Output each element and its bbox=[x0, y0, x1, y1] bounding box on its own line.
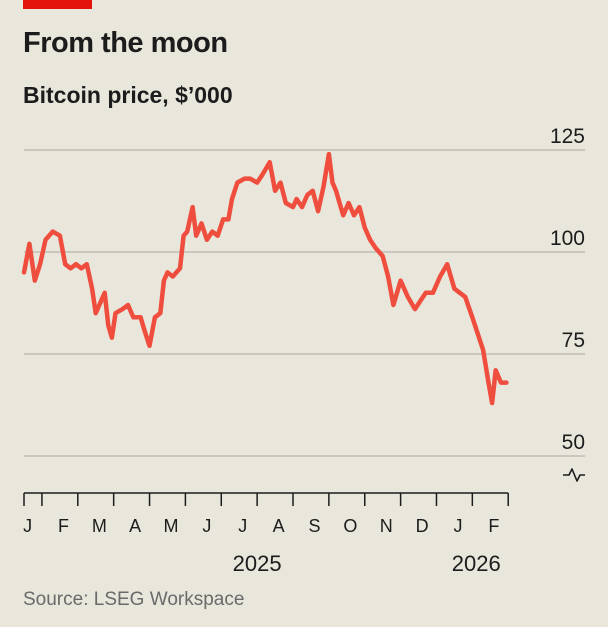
x-tick-label-J-6: J bbox=[238, 516, 247, 536]
x-year-label-2026: 2026 bbox=[452, 551, 501, 576]
y-tick-label-125: 125 bbox=[550, 125, 585, 148]
x-tick-label-O-9: O bbox=[343, 516, 357, 536]
axis-break-icon bbox=[563, 468, 585, 482]
x-tick-label-F-1: F bbox=[58, 516, 69, 536]
x-tick-label-A-7: A bbox=[273, 516, 285, 536]
x-axis: J F M A M J J A S O N D J F 2025 2026 bbox=[23, 492, 509, 576]
x-tick-label-J-12: J bbox=[453, 516, 462, 536]
source-note: Source: LSEG Workspace bbox=[23, 589, 245, 610]
gridlines bbox=[24, 149, 585, 457]
y-tick-label-75: 75 bbox=[562, 329, 585, 352]
series-line-0 bbox=[21, 151, 509, 406]
x-year-label-2025: 2025 bbox=[233, 551, 282, 576]
x-tick-label-S-8: S bbox=[309, 516, 321, 536]
x-tick-label-D-11: D bbox=[416, 516, 429, 536]
x-tick-label-F-13: F bbox=[488, 516, 499, 536]
axis-break bbox=[563, 468, 585, 482]
x-tick-label-M-4: M bbox=[164, 516, 179, 536]
chart-subtitle: Bitcoin price, $’000 bbox=[23, 82, 233, 108]
y-tick-label-50: 50 bbox=[562, 431, 585, 454]
x-tick-label-M-2: M bbox=[92, 516, 107, 536]
y-tick-label-100: 100 bbox=[550, 227, 585, 250]
y-axis-labels: 125 100 75 50 bbox=[550, 125, 585, 454]
accent-bar bbox=[23, 0, 92, 9]
chart-title: From the moon bbox=[23, 27, 228, 59]
x-tick-label-N-10: N bbox=[380, 516, 393, 536]
x-tick-label-J-0: J bbox=[23, 516, 32, 536]
series-layer bbox=[21, 151, 509, 406]
x-tick-label-J-5: J bbox=[202, 516, 211, 536]
x-tick-label-A-3: A bbox=[129, 516, 141, 536]
